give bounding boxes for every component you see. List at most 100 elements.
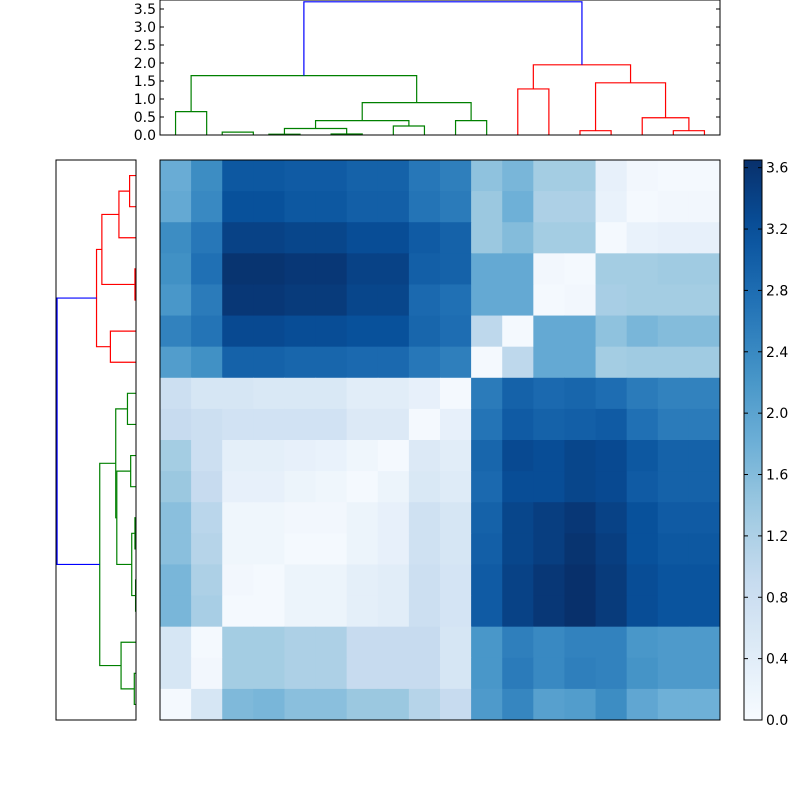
heatmap-cell-r17-c13	[564, 688, 597, 721]
heatmap-cell-r5-c16	[657, 315, 690, 348]
heatmap-cell-r4-c14	[595, 284, 628, 317]
heatmap-cell-r4-c2	[222, 284, 254, 317]
heatmap-cell-r0-c13	[564, 160, 597, 192]
heatmap-cell-r7-c9	[440, 377, 472, 410]
heatmap-cell-r17-c14	[595, 688, 628, 721]
heatmap-cell-r17-c6	[346, 688, 379, 721]
heatmap-cell-r7-c0	[160, 377, 192, 410]
heatmap-cell-r15-c5	[315, 626, 348, 659]
heatmap-cell-r6-c2	[222, 346, 254, 379]
heatmap-cell-r4-c5	[315, 284, 348, 317]
heatmap-cell-r3-c14	[595, 253, 628, 285]
heatmap-cell-r1-c12	[533, 191, 565, 223]
heatmap-cell-r7-c4	[284, 377, 317, 410]
heatmap-cell-r7-c6	[346, 377, 379, 410]
heatmap-cell-r6-c17	[688, 346, 721, 379]
heatmap-cell-r4-c17	[688, 284, 721, 317]
heatmap-cell-r3-c8	[408, 253, 441, 285]
heatmap-cell-r13-c14	[595, 564, 628, 597]
heatmap-cell-r12-c10	[471, 533, 503, 565]
heatmap-cell-r7-c15	[626, 377, 659, 410]
heatmap-cell-r11-c0	[160, 502, 192, 534]
heatmap-cell-r12-c8	[408, 533, 441, 565]
heatmap-cell-r13-c17	[688, 564, 721, 597]
heatmap-cell-r1-c4	[284, 191, 317, 223]
heatmap-cell-r11-c1	[191, 502, 223, 534]
heatmap-cell-r13-c7	[377, 564, 410, 597]
heatmap-cell-r14-c16	[657, 595, 690, 628]
heatmap-cell-r16-c1	[191, 657, 223, 690]
heatmap-cell-r9-c9	[440, 440, 472, 472]
heatmap-cell-r12-c0	[160, 533, 192, 565]
heatmap-cell-r15-c8	[408, 626, 441, 659]
heatmap-cell-r5-c0	[160, 315, 192, 348]
top-dendrogram-y-tick-label: 3.0	[134, 20, 156, 36]
heatmap-cell-r11-c3	[253, 502, 285, 534]
heatmap-cell-r15-c4	[284, 626, 317, 659]
colorbar: 0.0 0.4 0.8 1.2 1.6 2.0 2.4 2.8 3.2 3.6	[743, 159, 788, 729]
heatmap-cell-r5-c4	[284, 315, 317, 348]
heatmap-cell-r16-c10	[471, 657, 503, 690]
heatmap-cell-r6-c0	[160, 346, 192, 379]
left-dendrogram-link-6	[126, 392, 136, 426]
heatmap-cell-r9-c4	[284, 440, 317, 472]
heatmap-cell-r7-c11	[502, 377, 534, 410]
heatmap-cell-r2-c13	[564, 222, 597, 254]
heatmap-cell-r13-c15	[626, 564, 659, 597]
heatmap-cell-r5-c17	[688, 315, 721, 348]
heatmap-cell-r14-c2	[222, 595, 254, 628]
heatmap-cell-r13-c13	[564, 564, 597, 597]
heatmap-cell-r10-c3	[253, 471, 285, 503]
heatmap-cell-r12-c14	[595, 533, 628, 565]
heatmap-cell-r1-c2	[222, 191, 254, 223]
heatmap-cell-r10-c5	[315, 471, 348, 503]
heatmap-cell-r17-c12	[533, 688, 565, 721]
heatmap-cell-r2-c11	[502, 222, 534, 254]
heatmap-cell-r10-c16	[657, 471, 690, 503]
heatmap-cell-r10-c4	[284, 471, 317, 503]
heatmap-cell-r17-c17	[688, 688, 721, 721]
heatmap-cell-r8-c17	[688, 408, 721, 441]
heatmap-cell-r0-c6	[346, 160, 379, 192]
heatmap-cell-r9-c0	[160, 440, 192, 472]
heatmap-cell-r8-c4	[284, 408, 317, 441]
heatmap-cell-r12-c3	[253, 533, 285, 565]
heatmap-cell-r1-c1	[191, 191, 223, 223]
heatmap-cell-r15-c3	[253, 626, 285, 659]
heatmap-cell-r14-c14	[595, 595, 628, 628]
heatmap-cell-r16-c12	[533, 657, 565, 690]
top-dendrogram-y-tick-label: 2.0	[134, 56, 156, 72]
heatmap-cell-r7-c2	[222, 377, 254, 410]
colorbar-tick-label: 0.8	[766, 590, 788, 606]
heatmap-cell-r8-c1	[191, 408, 223, 441]
heatmap-cell-r13-c11	[502, 564, 534, 597]
heatmap-cell-r10-c11	[502, 471, 534, 503]
heatmap-cell-r14-c12	[533, 595, 565, 628]
heatmap-cell-r0-c10	[471, 160, 503, 192]
heatmap-cell-r12-c17	[688, 533, 721, 565]
colorbar-tick-label: 2.4	[766, 345, 788, 361]
left-dendrogram	[55, 159, 137, 721]
heatmap-cell-r6-c9	[440, 346, 472, 379]
heatmap-cell-r15-c10	[471, 626, 503, 659]
heatmap-cell-r13-c12	[533, 564, 565, 597]
heatmap-cell-r13-c1	[191, 564, 223, 597]
heatmap-cell-r3-c16	[657, 253, 690, 285]
top-dendrogram-y-tick-label: 3.5	[134, 2, 156, 18]
heatmap-cell-r13-c10	[471, 564, 503, 597]
heatmap-cell-r14-c8	[408, 595, 441, 628]
heatmap-cell-r4-c4	[284, 284, 317, 317]
heatmap-cell-r2-c9	[440, 222, 472, 254]
heatmap-cell-r0-c4	[284, 160, 317, 192]
heatmap-cell-r2-c12	[533, 222, 565, 254]
heatmap-cell-r3-c5	[315, 253, 348, 285]
heatmap-cell-r7-c13	[564, 377, 597, 410]
top-dendrogram-link-4	[330, 133, 363, 135]
heatmap-cell-r15-c12	[533, 626, 565, 659]
heatmap-cell-r7-c1	[191, 377, 223, 410]
heatmap-cell-r5-c12	[533, 315, 565, 348]
heatmap-cell-r0-c7	[377, 160, 410, 192]
heatmap-cell-r9-c3	[253, 440, 285, 472]
heatmap-cell-r8-c9	[440, 408, 472, 441]
heatmap-cell-r11-c9	[440, 502, 472, 534]
